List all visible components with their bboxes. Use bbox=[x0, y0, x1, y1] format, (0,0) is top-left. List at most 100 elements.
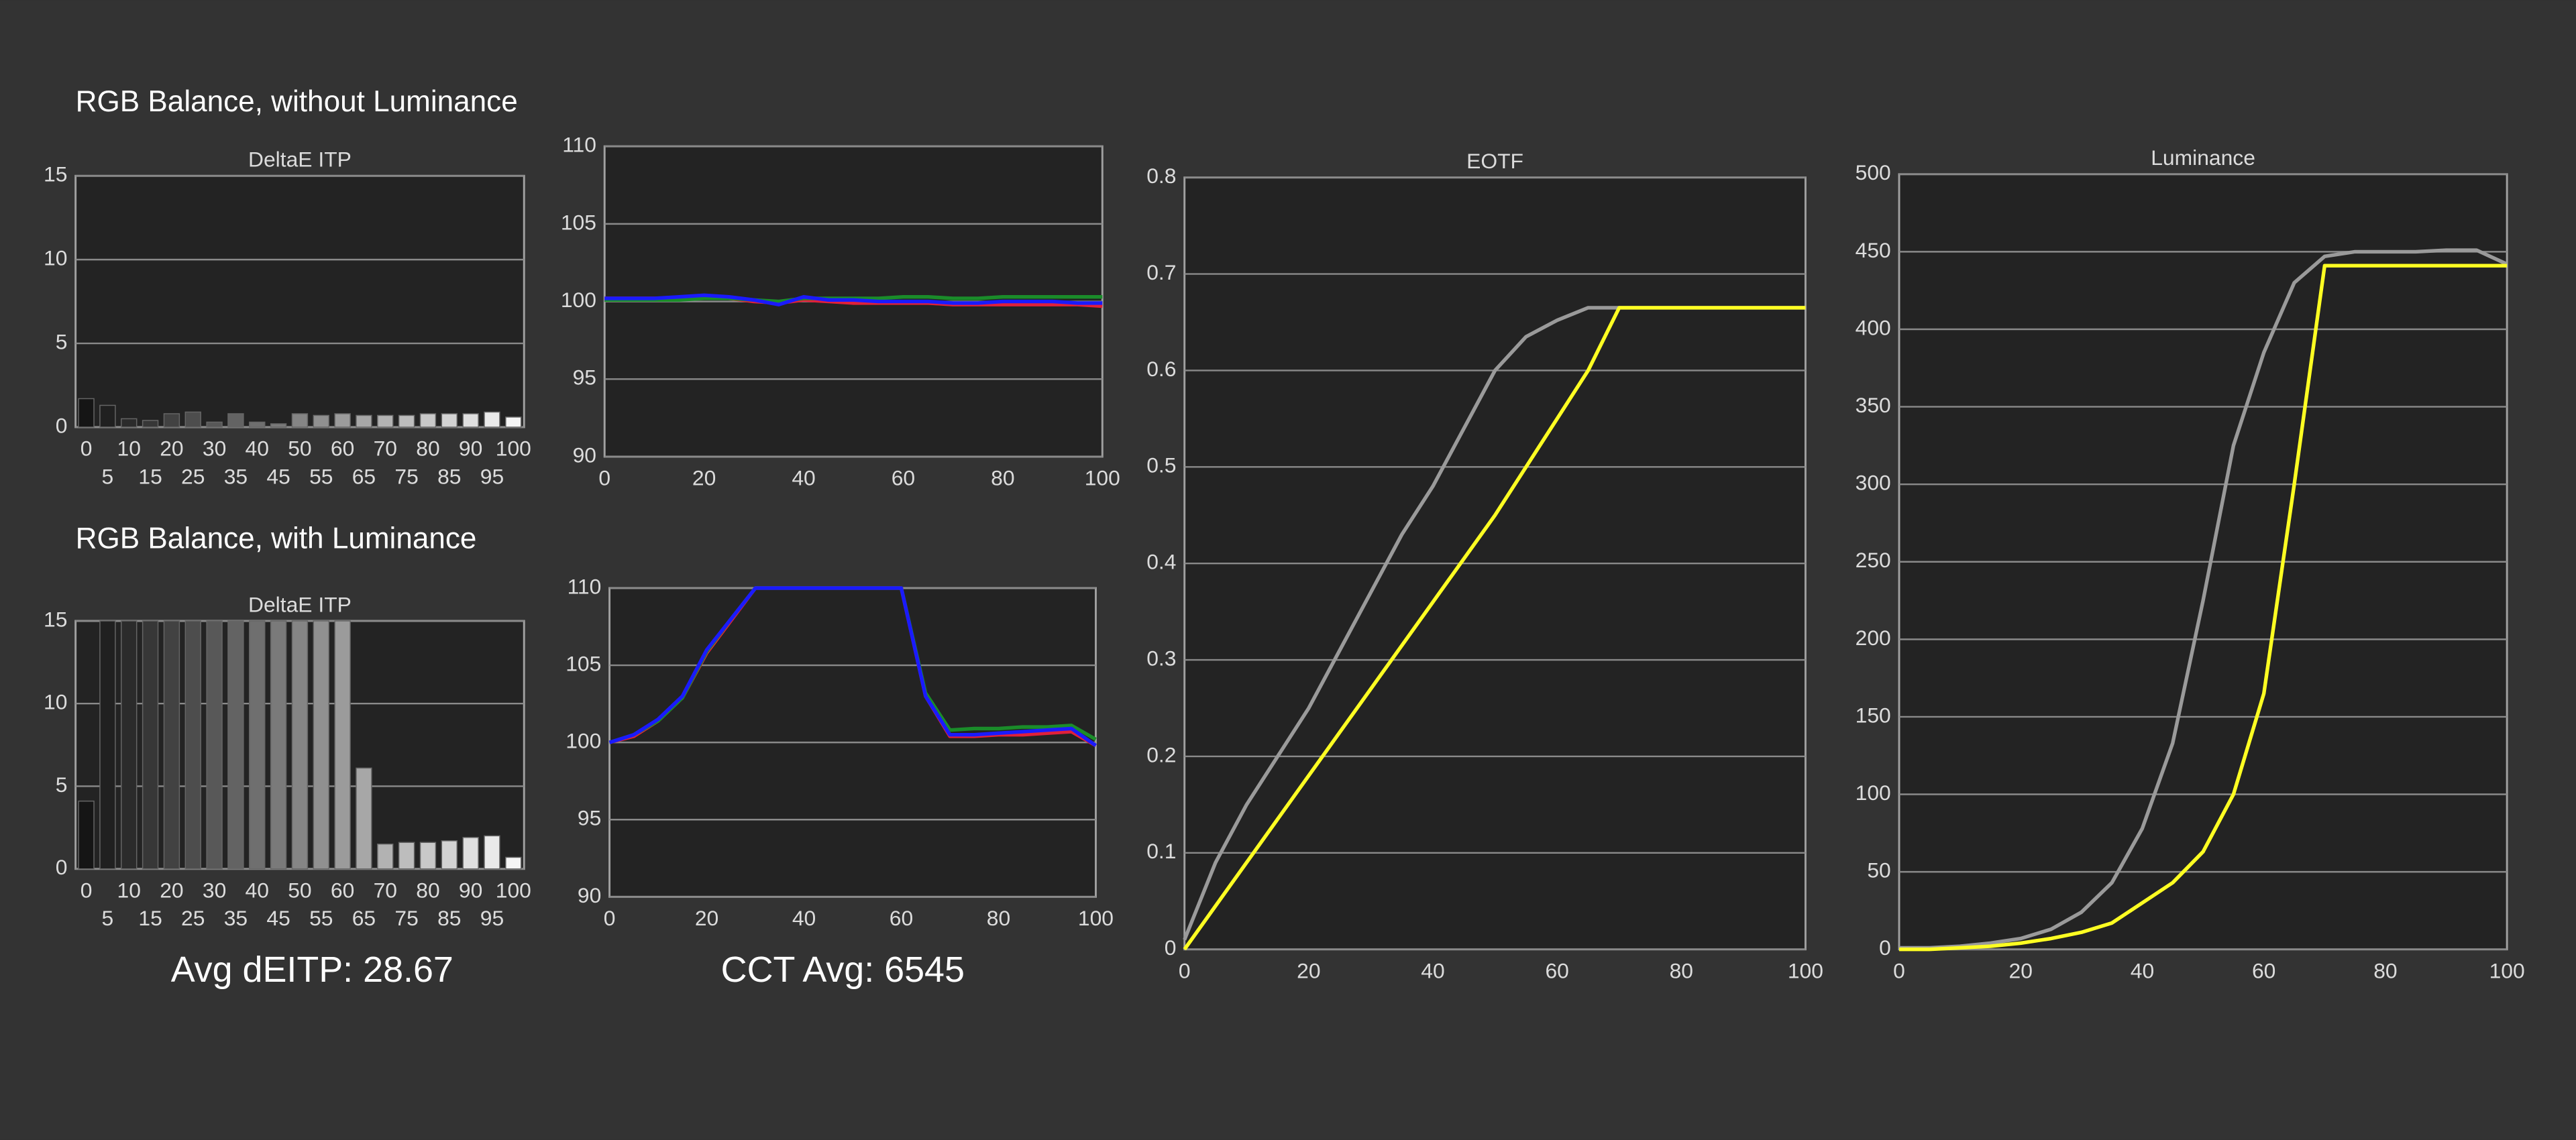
x-tick-label: 20 bbox=[692, 466, 716, 490]
bar bbox=[78, 800, 95, 870]
bar bbox=[184, 620, 201, 870]
y-tick-label: 450 bbox=[1856, 238, 1891, 262]
x-tick-label: 90 bbox=[459, 878, 482, 902]
x-tick-label: 40 bbox=[2131, 958, 2154, 982]
y-tick-label: 400 bbox=[1856, 315, 1891, 339]
bar bbox=[419, 842, 437, 870]
bar bbox=[227, 413, 244, 428]
x-tick-label: 20 bbox=[695, 906, 718, 930]
y-tick-label: 0.7 bbox=[1146, 260, 1176, 284]
x-tick-label: 50 bbox=[288, 878, 311, 902]
series-line bbox=[1899, 248, 2508, 950]
x-tick-label: 60 bbox=[892, 466, 915, 490]
x-tick-label: 95 bbox=[480, 906, 504, 930]
section-heading: RGB Balance, with Luminance bbox=[76, 522, 477, 555]
y-tick-label: 0.6 bbox=[1146, 357, 1176, 381]
x-tick-label: 55 bbox=[309, 464, 333, 488]
x-tick-label: 65 bbox=[352, 906, 376, 930]
y-tick-label: 15 bbox=[44, 607, 67, 631]
x-tick-label: 100 bbox=[1788, 958, 1823, 982]
y-tick-label: 0 bbox=[56, 855, 68, 879]
x-tick-label: 40 bbox=[1421, 958, 1444, 982]
bar bbox=[419, 413, 437, 428]
x-tick-label: 10 bbox=[117, 878, 141, 902]
x-tick-label: 70 bbox=[374, 437, 397, 461]
x-tick-label: 60 bbox=[331, 878, 354, 902]
y-tick-label: 95 bbox=[573, 365, 596, 390]
y-tick-label: 10 bbox=[44, 690, 67, 714]
y-tick-label: 110 bbox=[562, 133, 596, 157]
x-tick-label: 20 bbox=[160, 878, 183, 902]
x-tick-label: 40 bbox=[792, 906, 816, 930]
bar bbox=[484, 835, 500, 870]
y-tick-label: 90 bbox=[578, 883, 601, 907]
x-tick-label: 60 bbox=[1545, 958, 1568, 982]
x-tick-label: 0 bbox=[80, 878, 93, 902]
x-tick-label: 50 bbox=[288, 437, 311, 461]
x-tick-label: 55 bbox=[309, 906, 333, 930]
x-tick-label: 0 bbox=[1893, 958, 1905, 982]
bar bbox=[163, 413, 180, 428]
y-tick-label: 5 bbox=[56, 773, 68, 797]
x-tick-label: 60 bbox=[890, 906, 913, 930]
x-tick-label: 95 bbox=[480, 464, 504, 488]
x-tick-label: 40 bbox=[246, 437, 269, 461]
bar bbox=[78, 398, 95, 428]
bar bbox=[163, 620, 180, 870]
y-tick-label: 0.2 bbox=[1146, 742, 1176, 766]
y-tick-label: 0.3 bbox=[1146, 646, 1176, 670]
x-tick-label: 100 bbox=[2489, 958, 2525, 982]
bar bbox=[270, 423, 287, 428]
y-tick-label: 5 bbox=[56, 329, 68, 353]
bar bbox=[206, 620, 223, 870]
x-tick-label: 25 bbox=[181, 906, 205, 930]
y-tick-label: 0 bbox=[1879, 935, 1891, 960]
bar bbox=[291, 413, 309, 428]
x-tick-label: 15 bbox=[138, 464, 162, 488]
bar bbox=[484, 411, 500, 428]
bar bbox=[142, 420, 159, 428]
series-line bbox=[1899, 264, 2508, 952]
x-tick-label: 80 bbox=[1670, 958, 1693, 982]
bar bbox=[99, 404, 116, 428]
bar bbox=[441, 413, 458, 428]
y-tick-label: 100 bbox=[561, 288, 596, 312]
bar bbox=[291, 620, 309, 870]
chart-title: EOTF bbox=[1466, 149, 1523, 173]
x-tick-label: 20 bbox=[1297, 958, 1320, 982]
y-tick-label: 15 bbox=[44, 162, 67, 186]
x-tick-label: 100 bbox=[1085, 466, 1120, 490]
y-tick-label: 150 bbox=[1856, 703, 1891, 727]
x-tick-label: 85 bbox=[437, 464, 461, 488]
y-tick-label: 350 bbox=[1856, 393, 1891, 417]
y-tick-label: 90 bbox=[573, 443, 596, 467]
series-line bbox=[1183, 306, 1806, 951]
bar bbox=[441, 840, 458, 870]
bar bbox=[270, 620, 287, 870]
x-tick-label: 35 bbox=[224, 464, 248, 488]
x-tick-label: 60 bbox=[331, 437, 354, 461]
x-tick-label: 40 bbox=[792, 466, 815, 490]
y-tick-label: 300 bbox=[1856, 471, 1891, 495]
x-tick-label: 15 bbox=[138, 906, 162, 930]
x-tick-label: 85 bbox=[437, 906, 461, 930]
x-tick-label: 40 bbox=[246, 878, 269, 902]
x-tick-label: 20 bbox=[160, 437, 183, 461]
bar bbox=[334, 620, 351, 870]
y-tick-label: 100 bbox=[1856, 781, 1891, 805]
x-tick-label: 100 bbox=[496, 878, 531, 902]
bar bbox=[313, 414, 329, 428]
y-tick-label: 0.1 bbox=[1146, 839, 1176, 863]
bar bbox=[313, 620, 329, 870]
y-tick-label: 500 bbox=[1856, 160, 1891, 184]
y-tick-label: 0.4 bbox=[1146, 550, 1176, 574]
bar bbox=[377, 414, 394, 428]
x-tick-label: 45 bbox=[266, 464, 290, 488]
x-tick-label: 75 bbox=[394, 906, 418, 930]
x-tick-label: 100 bbox=[496, 437, 531, 461]
bar bbox=[121, 418, 138, 428]
y-tick-label: 100 bbox=[566, 729, 601, 753]
section-heading: RGB Balance, without Luminance bbox=[76, 85, 518, 118]
x-tick-label: 90 bbox=[459, 437, 482, 461]
